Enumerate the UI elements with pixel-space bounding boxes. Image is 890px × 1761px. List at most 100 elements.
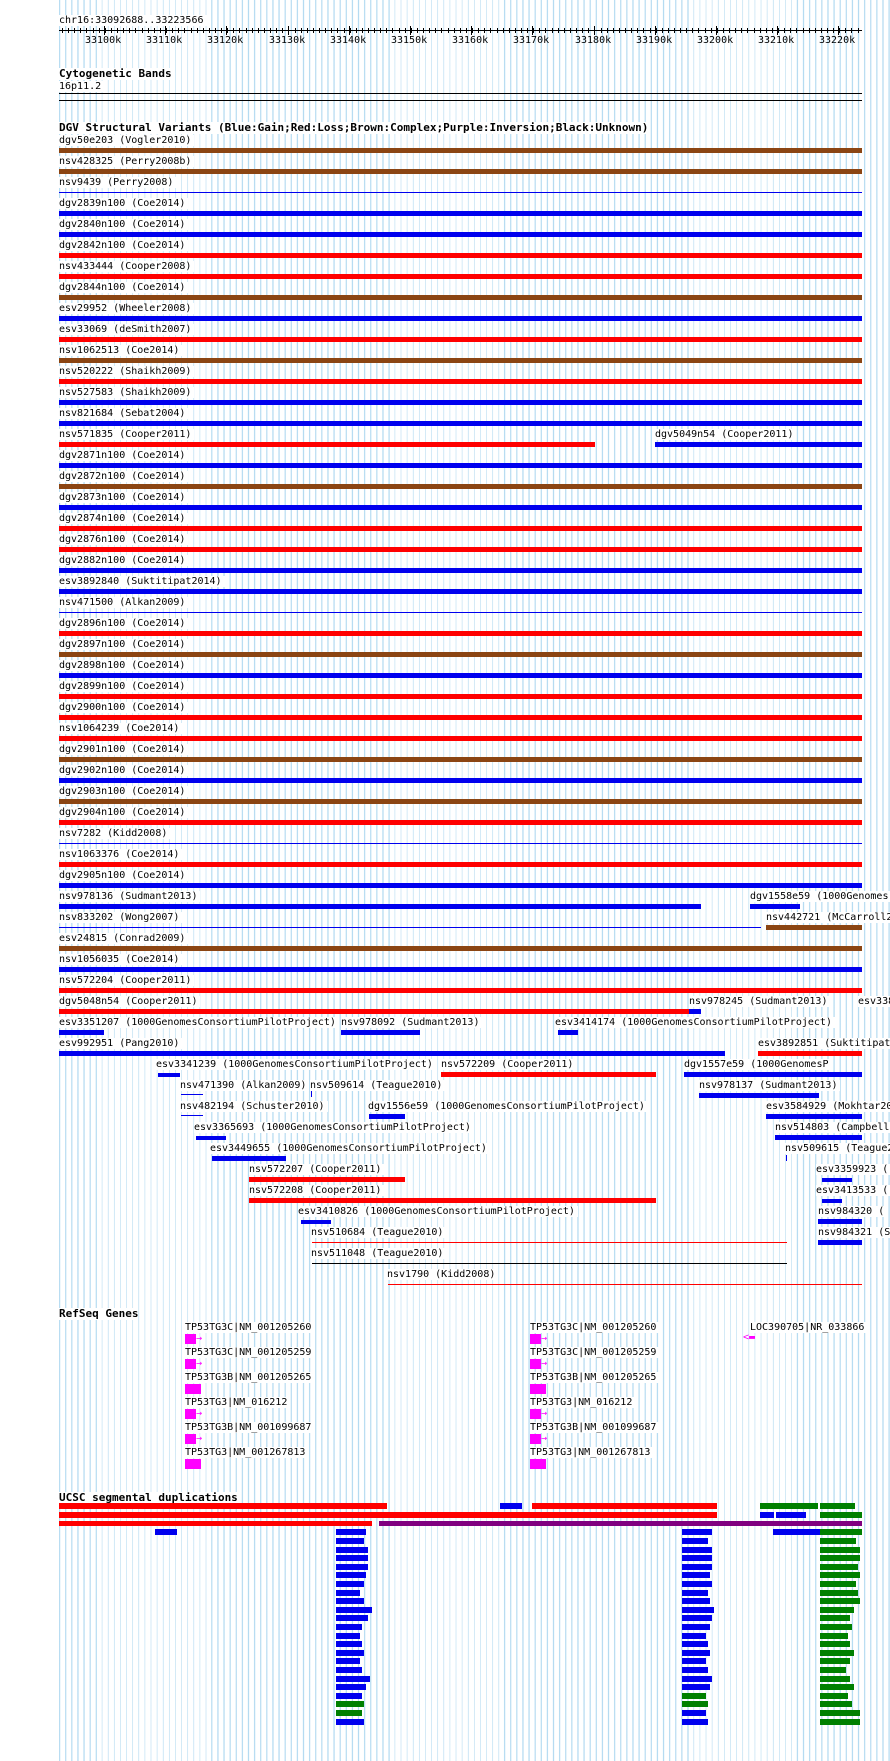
segdup-feature[interactable] — [820, 1503, 855, 1509]
sv-bar-dgv5048n54[interactable] — [59, 1009, 689, 1014]
segdup-feature[interactable] — [682, 1624, 710, 1630]
cytoband-track-title[interactable]: Cytogenetic Bands — [59, 67, 172, 80]
sv-bar-nsv833202[interactable] — [59, 927, 761, 928]
segdup-feature[interactable] — [682, 1546, 712, 1553]
segdup-feature[interactable] — [59, 1521, 372, 1526]
sv-bar-esv3892851[interactable] — [758, 1051, 862, 1056]
segdup-feature[interactable] — [682, 1667, 708, 1673]
segdup-feature[interactable] — [682, 1658, 706, 1665]
segdup-feature[interactable] — [820, 1632, 848, 1639]
sv-bar[interactable] — [59, 316, 862, 321]
segdup-feature[interactable] — [820, 1572, 860, 1579]
segdup-feature[interactable] — [820, 1615, 850, 1622]
gene-glyph[interactable] — [185, 1409, 196, 1419]
segdup-feature[interactable] — [682, 1563, 712, 1570]
segdup-feature[interactable] — [820, 1546, 860, 1553]
sv-bar-dgv1556e59[interactable] — [369, 1114, 405, 1119]
segdup-feature[interactable] — [820, 1658, 850, 1665]
sv-bar[interactable] — [59, 820, 862, 825]
gene-glyph[interactable] — [530, 1409, 541, 1419]
segdup-feature[interactable] — [336, 1641, 362, 1648]
gene-glyph-loc390705[interactable]: <▬ — [743, 1332, 756, 1343]
segdup-feature[interactable] — [760, 1503, 818, 1509]
segdup-feature[interactable] — [820, 1710, 860, 1716]
segdup-feature[interactable] — [682, 1675, 712, 1682]
sv-bar[interactable] — [59, 843, 862, 844]
segdup-feature[interactable] — [820, 1701, 852, 1708]
dgv-track-title[interactable]: DGV Structural Variants (Blue:Gain;Red:L… — [59, 121, 649, 134]
segdup-feature[interactable] — [59, 1503, 387, 1509]
segdup-feature[interactable] — [682, 1529, 712, 1535]
sv-bar[interactable] — [59, 484, 862, 489]
segdup-feature[interactable] — [336, 1581, 364, 1587]
segdup-feature[interactable] — [336, 1684, 366, 1691]
sv-bar-esv3341239[interactable] — [158, 1073, 180, 1077]
sv-bar-nsv514803[interactable] — [775, 1135, 862, 1140]
segdup-feature[interactable] — [336, 1572, 366, 1579]
sv-bar-esv3410826[interactable] — [301, 1220, 331, 1224]
gene-glyph[interactable] — [185, 1334, 196, 1344]
segdup-feature[interactable] — [820, 1692, 848, 1699]
segdup-feature[interactable] — [682, 1701, 708, 1708]
sv-bar-esv3413533[interactable] — [822, 1199, 842, 1203]
segdup-feature[interactable] — [682, 1692, 706, 1699]
sv-bar[interactable] — [59, 883, 862, 888]
segdup-feature[interactable] — [336, 1563, 368, 1570]
sv-bar[interactable] — [59, 400, 862, 405]
segdup-feature[interactable] — [682, 1649, 710, 1656]
sv-bar-esv3365693[interactable] — [196, 1136, 226, 1140]
sv-bar[interactable] — [59, 799, 862, 804]
segdup-feature[interactable] — [820, 1538, 856, 1544]
sv-bar-nsv571835[interactable] — [59, 442, 595, 447]
gene-glyph[interactable] — [530, 1384, 546, 1394]
sv-bar[interactable] — [59, 631, 862, 636]
segdup-feature[interactable] — [682, 1589, 708, 1596]
segdup-feature[interactable] — [820, 1581, 856, 1587]
segdup-track-title[interactable]: UCSC segmental duplications — [59, 1491, 238, 1504]
sv-bar[interactable] — [59, 232, 862, 237]
segdup-feature[interactable] — [336, 1598, 364, 1605]
segdup-feature[interactable] — [59, 1512, 383, 1518]
sv-bar[interactable] — [59, 463, 862, 468]
segdup-feature[interactable] — [820, 1555, 860, 1562]
segdup-feature[interactable] — [336, 1529, 366, 1535]
sv-bar-nsv978136[interactable] — [59, 904, 701, 909]
sv-bar-nsv510684[interactable] — [312, 1242, 787, 1243]
segdup-feature[interactable] — [336, 1555, 368, 1562]
sv-bar-esv24815[interactable] — [59, 946, 862, 951]
gene-glyph[interactable] — [530, 1459, 546, 1469]
segdup-feature[interactable] — [336, 1701, 364, 1708]
segdup-feature[interactable] — [682, 1710, 706, 1716]
sv-bar[interactable] — [59, 715, 862, 720]
segdup-feature[interactable] — [682, 1684, 710, 1691]
sv-bar-nsv572204[interactable] — [59, 988, 862, 993]
sv-bar-nsv471390[interactable] — [181, 1094, 203, 1095]
gene-glyph[interactable] — [530, 1359, 541, 1369]
segdup-feature[interactable] — [820, 1649, 854, 1656]
segdup-feature[interactable] — [820, 1606, 854, 1613]
sv-bar[interactable] — [59, 274, 862, 279]
sv-bar[interactable] — [59, 568, 862, 573]
segdup-feature[interactable] — [773, 1529, 823, 1535]
sv-bar[interactable] — [59, 778, 862, 783]
gene-glyph[interactable] — [530, 1434, 541, 1444]
sv-bar[interactable] — [59, 589, 862, 594]
sv-bar[interactable] — [59, 295, 862, 300]
sv-bar[interactable] — [59, 421, 862, 426]
segdup-feature[interactable] — [682, 1538, 708, 1544]
segdup-feature[interactable] — [682, 1606, 714, 1613]
segdup-feature[interactable] — [336, 1624, 362, 1630]
segdup-feature[interactable] — [820, 1684, 854, 1691]
segdup-feature[interactable] — [336, 1615, 368, 1622]
segdup-feature[interactable] — [155, 1529, 177, 1535]
gene-glyph[interactable] — [530, 1334, 541, 1344]
segdup-feature[interactable] — [379, 1521, 862, 1526]
segdup-feature[interactable] — [336, 1718, 364, 1725]
sv-bar-nsv1056035[interactable] — [59, 967, 862, 972]
sv-bar[interactable] — [59, 652, 862, 657]
segdup-feature[interactable] — [336, 1606, 372, 1613]
refseq-track-title[interactable]: RefSeq Genes — [59, 1307, 139, 1320]
sv-bar[interactable] — [59, 358, 862, 363]
segdup-feature[interactable] — [776, 1512, 806, 1518]
sv-bar-dgv1557e59[interactable] — [684, 1072, 862, 1077]
